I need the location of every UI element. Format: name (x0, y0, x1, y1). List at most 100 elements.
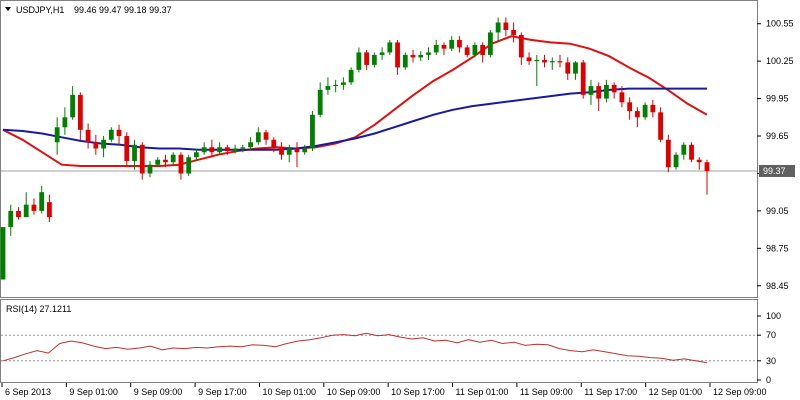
time-tick-label: 9 Sep 01:00 (69, 387, 118, 397)
candle-body (8, 210, 14, 228)
candle (0, 227, 6, 280)
rsi-tick-label: 30 (766, 356, 776, 366)
candle (557, 54, 563, 68)
candle (495, 17, 501, 43)
dropdown-triangle-icon (5, 7, 11, 11)
candle-body (441, 44, 447, 49)
candle (526, 52, 532, 65)
candle (201, 142, 207, 155)
candle (573, 61, 578, 80)
candle (194, 148, 199, 161)
candle-body (503, 22, 509, 30)
candle (395, 39, 400, 75)
candle-body (77, 94, 83, 130)
current-price-box (759, 164, 795, 177)
time-tick-label: 9 Sep 09:00 (134, 387, 183, 397)
candle-body (658, 112, 663, 140)
candle (93, 134, 99, 155)
candle-body (224, 147, 230, 151)
candle (70, 86, 76, 120)
candle (611, 82, 617, 99)
candle (147, 160, 153, 178)
candle (340, 77, 346, 90)
candle (108, 127, 114, 143)
candle-body (62, 117, 68, 128)
candle (542, 54, 547, 68)
candle-body (433, 44, 439, 53)
candle (163, 154, 168, 168)
candle (139, 142, 145, 180)
candle (580, 59, 586, 99)
candle-body (681, 144, 687, 155)
candle-body (116, 129, 122, 137)
candle (317, 82, 323, 118)
candle (480, 42, 486, 63)
candle (673, 152, 679, 170)
candle-body (70, 94, 76, 118)
candle-body (209, 147, 215, 153)
candle (356, 47, 362, 73)
candle (665, 134, 671, 173)
candle-body (402, 54, 408, 68)
candle (302, 144, 308, 155)
rsi-tick-label: 70 (766, 330, 776, 340)
candle (224, 144, 230, 155)
candle-body (178, 154, 184, 174)
candle-body (480, 44, 486, 55)
rsi-tick-label: 0 (766, 375, 771, 385)
candle-body (54, 127, 60, 143)
candle (387, 39, 393, 55)
candle (85, 123, 91, 149)
candle (650, 99, 656, 118)
price-tick-label: 100.55 (766, 19, 794, 29)
candle-body (619, 92, 625, 103)
candle-body (170, 154, 176, 163)
candle-body (642, 104, 648, 118)
candle (209, 139, 215, 158)
candle-body (549, 61, 555, 63)
candle-body (580, 62, 586, 95)
candle (534, 54, 540, 87)
rsi-tick-label: 100 (766, 311, 781, 321)
candle (487, 29, 493, 58)
candle-body (232, 148, 238, 151)
candle (116, 124, 122, 145)
candle (271, 137, 277, 153)
time-tick-label: 10 Sep 01:00 (262, 387, 316, 397)
time-tick-label: 11 Sep 01:00 (456, 387, 509, 397)
candle-body (634, 111, 640, 118)
candle-body (395, 42, 400, 68)
candle-body (248, 142, 253, 148)
candle (696, 157, 702, 170)
candle (333, 79, 339, 93)
price-tick-label: 99.05 (766, 206, 789, 216)
candle (433, 39, 439, 55)
candle (255, 127, 261, 145)
time-tick-label: 11 Sep 17:00 (584, 387, 637, 397)
candle-body (379, 52, 385, 55)
candle-body (526, 57, 532, 62)
candle (248, 137, 253, 150)
candle (39, 185, 45, 214)
candle-body (279, 147, 284, 155)
candle-body (665, 139, 671, 168)
candle-body (310, 114, 315, 149)
candle-body (542, 59, 547, 63)
price-tick-label: 99.95 (766, 94, 789, 104)
time-tick-label: 10 Sep 17:00 (391, 387, 445, 397)
candle (379, 47, 385, 60)
candle (31, 198, 37, 215)
candle-body (557, 61, 563, 63)
candle (689, 142, 694, 163)
candle (217, 142, 223, 155)
candle (457, 36, 462, 53)
candle-body (0, 227, 6, 280)
rsi-axis: 100 70 30 0 (757, 311, 781, 385)
candle-body (39, 192, 45, 211)
candle (279, 142, 284, 160)
candle (325, 77, 331, 95)
candle-body (317, 89, 323, 115)
candle-body (565, 62, 571, 74)
candle (511, 22, 516, 43)
time-tick-label: 12 Sep 09:00 (713, 387, 767, 397)
